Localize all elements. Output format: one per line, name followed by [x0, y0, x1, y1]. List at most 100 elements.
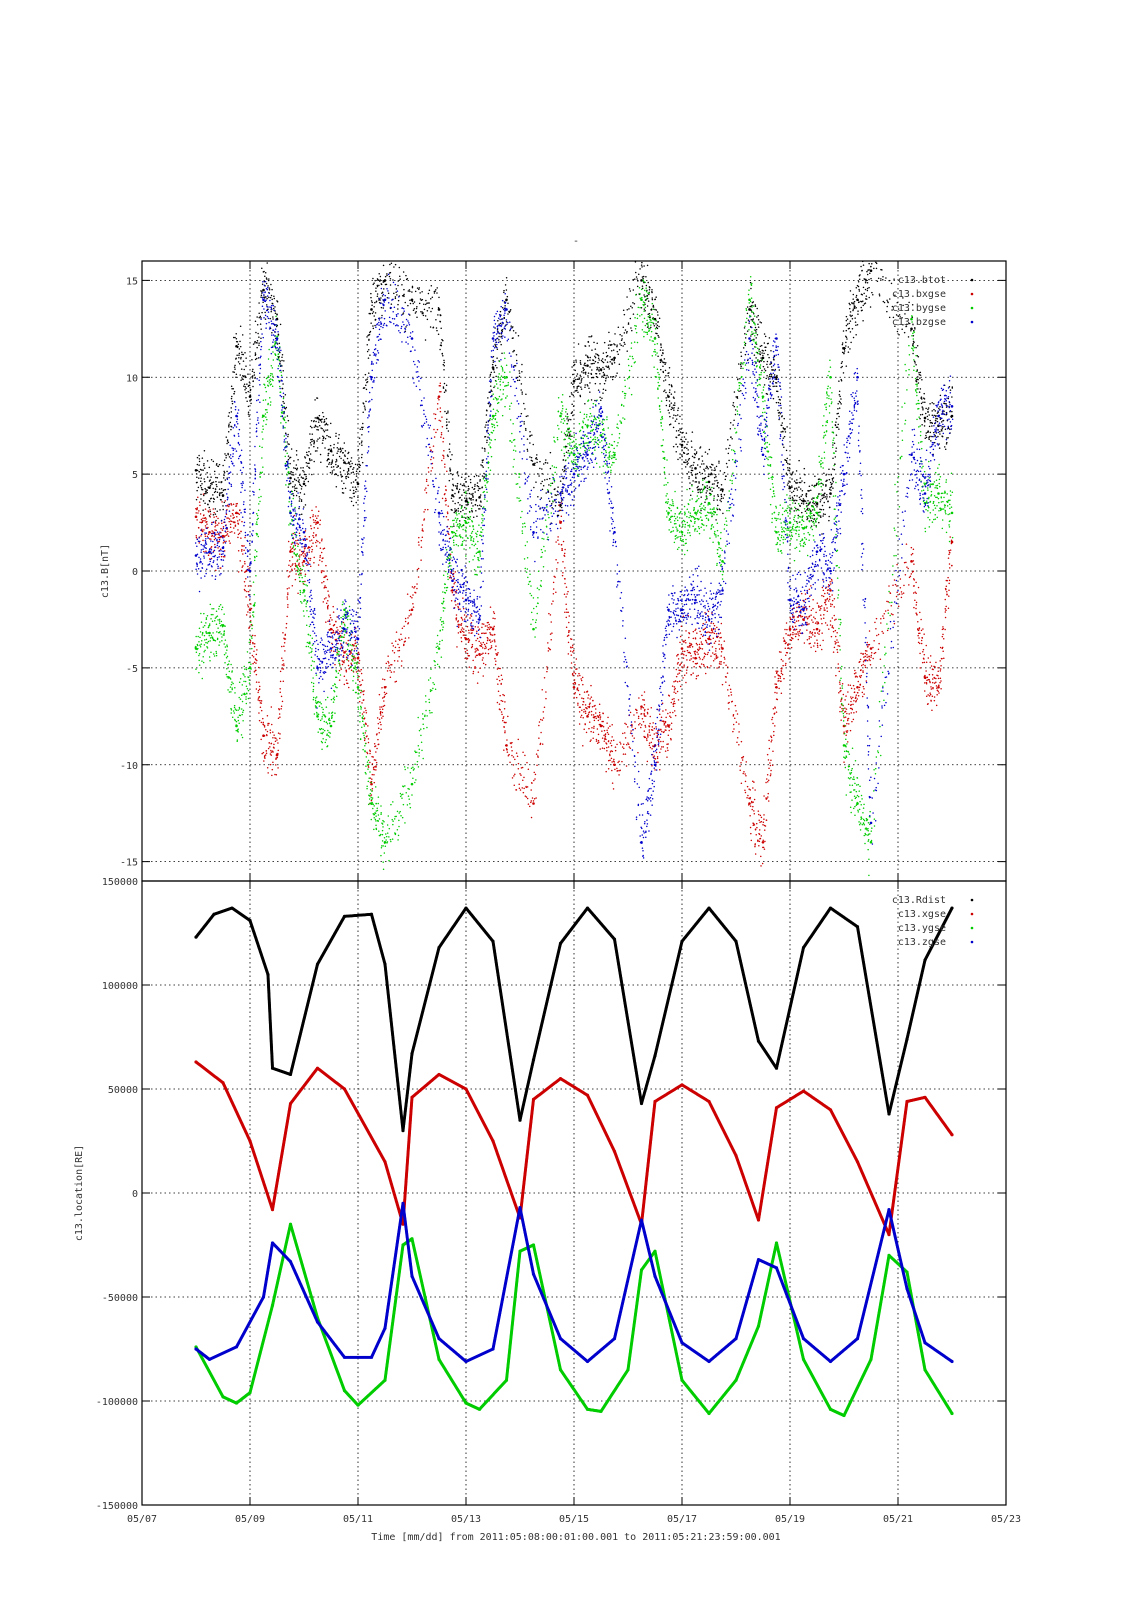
data-point [345, 462, 347, 465]
data-point [315, 506, 317, 508]
data-point [614, 746, 617, 748]
data-point [629, 317, 632, 320]
data-point [843, 348, 846, 351]
data-point [260, 328, 262, 330]
data-point [468, 475, 470, 478]
data-point [649, 722, 651, 725]
data-point [721, 647, 724, 650]
data-point [314, 417, 317, 419]
data-point [230, 397, 233, 400]
data-point [387, 292, 390, 294]
data-point [273, 747, 275, 749]
data-point [610, 740, 613, 742]
data-point [857, 310, 859, 312]
data-point [604, 379, 607, 382]
data-point [355, 488, 358, 491]
data-point [302, 466, 304, 469]
data-point [384, 275, 387, 278]
data-point [337, 450, 339, 452]
data-point [411, 286, 414, 289]
data-point [897, 315, 900, 318]
data-point [826, 493, 828, 496]
data-point [225, 457, 227, 459]
data-point [268, 287, 271, 289]
data-point [529, 456, 531, 458]
data-point [594, 715, 597, 718]
data-point [295, 449, 298, 452]
data-point [694, 637, 697, 639]
data-point [230, 385, 233, 387]
data-point [730, 436, 732, 438]
data-point [257, 666, 260, 669]
data-point [671, 406, 673, 409]
data-point [484, 663, 487, 666]
data-point [525, 429, 527, 431]
data-point [559, 509, 561, 512]
data-point [674, 680, 677, 682]
y-tick-label: -5 [126, 664, 138, 675]
data-point [375, 287, 377, 289]
data-point [551, 507, 553, 509]
data-point [216, 477, 219, 479]
data-point [718, 648, 721, 650]
data-point [833, 468, 836, 471]
data-point [818, 511, 820, 514]
data-point [902, 323, 904, 326]
data-point [779, 402, 782, 405]
data-point [425, 478, 428, 481]
data-point [810, 489, 812, 491]
data-point [197, 526, 200, 529]
data-point [554, 488, 556, 490]
data-point [198, 454, 200, 457]
data-point [659, 769, 661, 771]
data-point [463, 634, 466, 636]
data-point [539, 742, 542, 745]
data-point [204, 487, 206, 490]
data-point [483, 643, 486, 646]
data-point [313, 526, 316, 529]
data-point [683, 447, 686, 449]
data-point [420, 546, 423, 548]
data-point [935, 417, 937, 420]
data-point [287, 604, 289, 606]
data-point [572, 405, 575, 408]
data-point [376, 733, 378, 735]
data-point [542, 484, 545, 487]
data-point [215, 533, 217, 536]
data-point [221, 529, 224, 531]
data-point [647, 708, 649, 711]
data-point [538, 721, 541, 723]
data-point [457, 501, 459, 504]
data-point [746, 312, 749, 315]
data-point [924, 437, 927, 440]
data-point [504, 731, 506, 734]
data-point [300, 513, 303, 515]
data-point [688, 487, 691, 490]
data-point [263, 280, 266, 283]
data-point [298, 562, 300, 564]
data-point [223, 470, 225, 473]
data-point [309, 441, 312, 444]
data-point [451, 509, 453, 511]
data-point [725, 462, 728, 465]
data-point [641, 261, 643, 264]
data-point [616, 767, 618, 770]
data-point [697, 653, 699, 655]
data-point [616, 372, 618, 374]
data-point [575, 361, 577, 363]
data-point [493, 639, 496, 641]
data-point [372, 283, 374, 286]
data-point [372, 325, 374, 327]
data-point [239, 325, 242, 327]
data-point [430, 458, 432, 461]
data-point [203, 463, 205, 465]
data-point [310, 545, 313, 548]
data-point [241, 520, 243, 523]
data-point [375, 290, 377, 292]
data-point [864, 281, 867, 284]
data-point [605, 770, 607, 773]
data-point [686, 460, 689, 463]
data-point [498, 323, 500, 325]
data-point [218, 553, 221, 555]
data-point [651, 288, 653, 291]
